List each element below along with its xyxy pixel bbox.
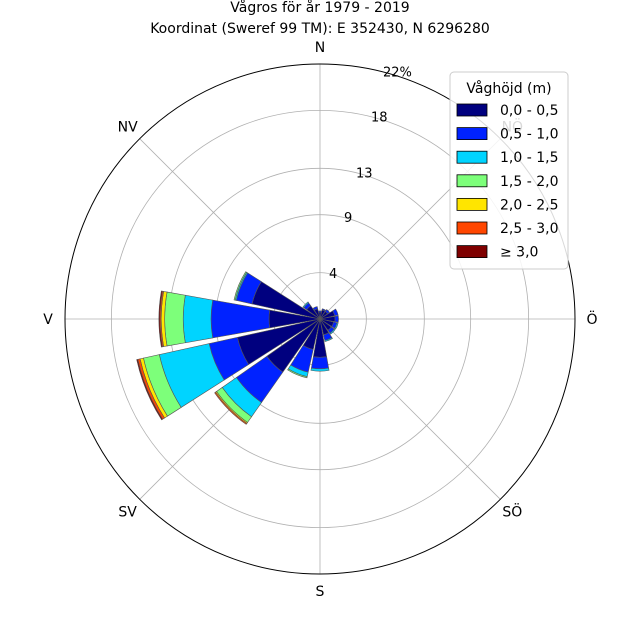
legend-label-5: 2,5 - 3,0 — [500, 221, 558, 237]
sector-bar-9-bin-3 — [287, 368, 308, 379]
sector-bar-10-bin-5 — [214, 391, 248, 425]
chart-subtitle: Koordinat (Sweref 99 TM): E 352430, N 62… — [150, 21, 490, 37]
legend-title: Våghöjd (m) — [466, 80, 551, 97]
sector-bar-1-bin-1 — [321, 308, 327, 312]
sector-bars — [136, 271, 339, 425]
sector-bar-2-bin-1 — [324, 309, 330, 315]
sector-bar-12-bin-2 — [183, 294, 214, 344]
direction-label-S: S — [316, 584, 325, 600]
sector-bar-12-bin-6 — [158, 290, 163, 348]
legend-swatch-0 — [456, 103, 488, 117]
sector-bar-15-bin-1 — [312, 306, 319, 311]
radial-tick-18: 18 — [371, 110, 388, 125]
sector-bar-7-bin-2 — [324, 337, 333, 342]
legend-entries: 0,0 - 0,5 0,5 - 1,0 1,0 - 1,5 1,5 - 2,0 2,0 … — [456, 103, 558, 261]
legend-swatch-1 — [456, 127, 488, 140]
direction-label-NV: NV — [118, 120, 138, 136]
sector-bar-12-bin-3 — [164, 291, 186, 347]
sector-bar-3-bin-1 — [332, 308, 339, 317]
legend-label-3: 1,5 - 2,0 — [500, 174, 558, 190]
legend-swatch-6 — [456, 245, 488, 259]
direction-label-SÖ: SÖ — [502, 502, 522, 520]
sector-bar-5-bin-2 — [334, 322, 339, 330]
radial-tick-labels: 4 9 13 18 22% — [329, 66, 412, 283]
sector-bar-8-bin-2 — [310, 367, 330, 372]
sector-bar-0-bin-1 — [318, 310, 322, 313]
direction-label-N: N — [315, 40, 325, 56]
sector-bar-14-bin-2 — [302, 301, 310, 309]
outer-frame — [64, 63, 576, 575]
legend-label-6: ≥ 3,0 — [500, 245, 538, 261]
sector-bar-11-bin-6 — [136, 359, 164, 421]
legend-swatch-2 — [456, 150, 488, 164]
direction-label-Ö: Ö — [586, 310, 597, 328]
sector-bar-6-bin-2 — [329, 328, 336, 335]
radial-tick-13: 13 — [356, 166, 373, 181]
direction-label-SV: SV — [118, 504, 137, 520]
legend-label-0: 0,0 - 0,5 — [500, 103, 558, 119]
grid-spoke — [139, 138, 321, 320]
radial-tick-4: 4 — [329, 267, 337, 282]
legend-label-1: 0,5 - 1,0 — [500, 127, 558, 143]
sector-bar-13-bin-3 — [233, 271, 248, 301]
chart-title: Vågros för år 1979 - 2019 — [230, 0, 409, 16]
radial-tick-9: 9 — [344, 211, 352, 226]
outer-circle — [64, 63, 576, 575]
direction-label-V: V — [43, 312, 53, 328]
legend: Våghöjd (m) 0,0 - 0,5 0,5 - 1,0 1,0 - 1,5 1… — [449, 71, 569, 270]
sector-bar-8-bin-1 — [310, 356, 330, 370]
legend-label-4: 2,0 - 2,5 — [500, 197, 558, 213]
radial-tick-22: 22% — [383, 66, 412, 81]
polar-grid — [65, 64, 575, 574]
legend-swatch-5 — [456, 221, 488, 235]
sector-bar-4-bin-1 — [334, 315, 339, 323]
legend-swatch-3 — [456, 174, 488, 188]
legend-box — [449, 71, 569, 270]
legend-swatch-4 — [456, 197, 488, 211]
legend-label-2: 1,0 - 1,5 — [500, 150, 558, 166]
grid-spoke — [319, 318, 501, 500]
